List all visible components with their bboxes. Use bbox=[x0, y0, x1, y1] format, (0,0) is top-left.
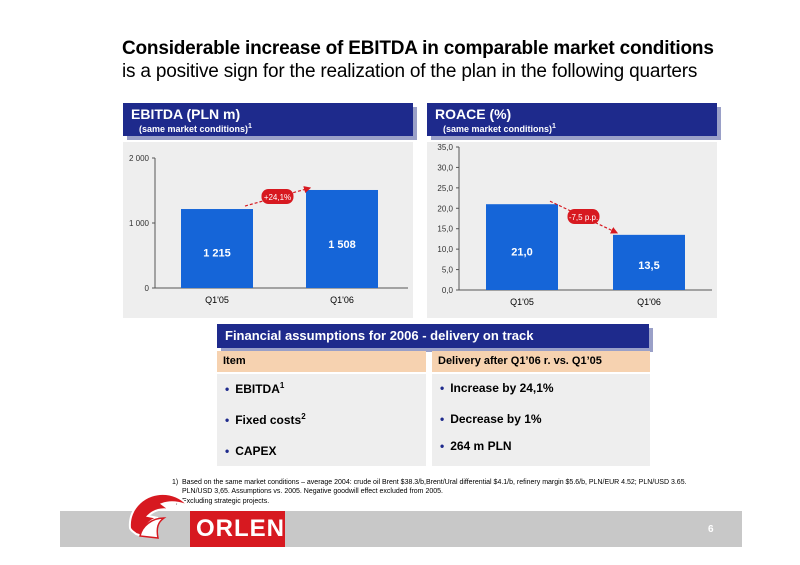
change-badge bbox=[261, 189, 294, 205]
ebitda-header: EBITDA (PLN m) (same market conditions)1 bbox=[123, 103, 413, 136]
col-header-delivery: Delivery after Q1’06 r. vs. Q1’05 bbox=[432, 351, 650, 372]
col-header-item: Item bbox=[217, 351, 426, 372]
items-panel bbox=[217, 374, 426, 466]
roace-heading: ROACE (%) bbox=[435, 106, 512, 122]
change-arrow bbox=[244, 186, 312, 207]
roace-subheading: (same market conditions)1 bbox=[443, 123, 556, 134]
list-item: • Increase by 24,1% bbox=[440, 381, 554, 395]
footer-red-block bbox=[190, 511, 285, 547]
x-tick-label: Q1'06 bbox=[637, 297, 661, 307]
y-tick-label: 2 000 bbox=[129, 154, 150, 163]
col-header-item-label: Item bbox=[223, 355, 246, 367]
ebitda-heading: EBITDA (PLN m) bbox=[131, 106, 241, 122]
bar bbox=[181, 209, 253, 288]
page-number: 6 bbox=[708, 524, 714, 535]
bar bbox=[613, 234, 685, 290]
y-tick-label: 1 000 bbox=[129, 219, 150, 228]
delivery-panel bbox=[432, 374, 650, 466]
orlen-logo-text: ORLEN bbox=[196, 515, 285, 542]
list-item: • Decrease by 1% bbox=[440, 412, 542, 426]
bar-value-label: 13,5 bbox=[638, 260, 659, 272]
y-tick-label: 5,0 bbox=[442, 266, 454, 275]
bar-value-label: 21,0 bbox=[511, 246, 532, 258]
bar bbox=[486, 204, 558, 290]
assumptions-heading: Financial assumptions for 2006 - deliver… bbox=[225, 328, 534, 343]
list-item: • EBITDA1 bbox=[225, 381, 285, 396]
change-badge-label: +24,1% bbox=[264, 193, 291, 202]
ebitda-subheading: (same market conditions)1 bbox=[139, 123, 252, 134]
list-item: • Fixed costs2 bbox=[225, 412, 306, 427]
change-badge bbox=[567, 209, 600, 225]
footnote-1: Based on the same market conditions – av… bbox=[182, 479, 687, 495]
x-tick-label: Q1'05 bbox=[205, 295, 229, 305]
x-tick-label: Q1'06 bbox=[330, 295, 354, 305]
x-tick-label: Q1'05 bbox=[510, 297, 534, 307]
y-tick-label: 10,0 bbox=[437, 245, 453, 254]
footer-bar bbox=[60, 511, 742, 547]
ebitda-chart: 0 1 000 2 000 1 215 Q1'05 1 508 Q1'06 +24,1% bbox=[129, 154, 408, 305]
y-tick-label: 30,0 bbox=[437, 163, 453, 172]
footnote-1-marker: 1) bbox=[172, 479, 179, 486]
roace-header: ROACE (%) (same market conditions)1 bbox=[427, 103, 717, 136]
page-subtitle: is a positive sign for the realization o… bbox=[122, 61, 698, 82]
roace-chart: 0,0 5,0 10,0 15,0 20,0 25,0 30,0 35,0 21,0 Q1'05 1… bbox=[437, 143, 712, 307]
bar bbox=[306, 189, 378, 288]
y-tick-label: 15,0 bbox=[437, 225, 453, 234]
bar-value-label: 1 215 bbox=[203, 247, 231, 259]
orlen-eagle-logo-icon bbox=[128, 492, 191, 539]
y-tick-label: 25,0 bbox=[437, 184, 453, 193]
change-badge-label: -7,5 p.p. bbox=[569, 213, 598, 222]
y-tick-label: 35,0 bbox=[437, 143, 453, 152]
y-tick-label: 0 bbox=[145, 284, 150, 293]
list-item: • CAPEX bbox=[225, 444, 277, 458]
y-tick-label: 0,0 bbox=[442, 286, 454, 295]
list-item: • 264 m PLN bbox=[440, 439, 512, 453]
bar-value-label: 1 508 bbox=[328, 239, 356, 251]
footnote-2: Excluding strategic projects. bbox=[182, 498, 270, 505]
y-tick-label: 20,0 bbox=[437, 204, 453, 213]
assumptions-header: Financial assumptions for 2006 - deliver… bbox=[217, 324, 649, 348]
col-header-delivery-label: Delivery after Q1’06 r. vs. Q1’05 bbox=[438, 355, 602, 367]
page-title: Considerable increase of EBITDA in compa… bbox=[122, 38, 714, 59]
